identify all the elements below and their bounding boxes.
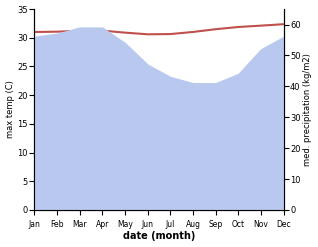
Y-axis label: med. precipitation (kg/m2): med. precipitation (kg/m2): [303, 53, 313, 166]
X-axis label: date (month): date (month): [123, 231, 195, 242]
Y-axis label: max temp (C): max temp (C): [5, 81, 15, 138]
